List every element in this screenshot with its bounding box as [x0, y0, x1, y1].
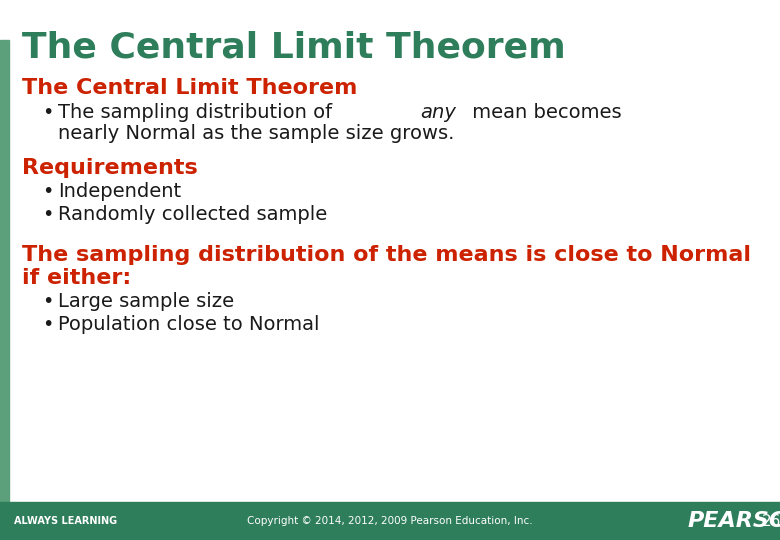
Text: The sampling distribution of: The sampling distribution of — [58, 103, 339, 122]
Text: Large sample size: Large sample size — [58, 292, 234, 311]
Text: The sampling distribution of the means is close to Normal: The sampling distribution of the means i… — [22, 245, 751, 265]
Text: if either:: if either: — [22, 268, 131, 288]
Bar — [0, 502, 780, 540]
Text: PEARSON: PEARSON — [688, 511, 780, 531]
Text: Copyright © 2014, 2012, 2009 Pearson Education, Inc.: Copyright © 2014, 2012, 2009 Pearson Edu… — [247, 516, 533, 526]
Text: Randomly collected sample: Randomly collected sample — [58, 205, 328, 224]
Text: Independent: Independent — [58, 182, 181, 201]
Text: •: • — [42, 182, 53, 201]
Text: •: • — [42, 315, 53, 334]
Text: nearly Normal as the sample size grows.: nearly Normal as the sample size grows. — [58, 124, 455, 143]
Text: Population close to Normal: Population close to Normal — [58, 315, 320, 334]
Text: •: • — [42, 103, 53, 122]
Text: The Central Limit Theorem: The Central Limit Theorem — [22, 30, 566, 64]
Bar — [0, 40, 9, 502]
Text: •: • — [42, 205, 53, 224]
Text: mean becomes: mean becomes — [466, 103, 622, 122]
Text: 26: 26 — [762, 514, 780, 529]
Text: •: • — [42, 292, 53, 311]
Text: ALWAYS LEARNING: ALWAYS LEARNING — [14, 516, 117, 526]
Text: The Central Limit Theorem: The Central Limit Theorem — [22, 78, 357, 98]
Text: Requirements: Requirements — [22, 158, 198, 178]
Text: any: any — [420, 103, 456, 122]
